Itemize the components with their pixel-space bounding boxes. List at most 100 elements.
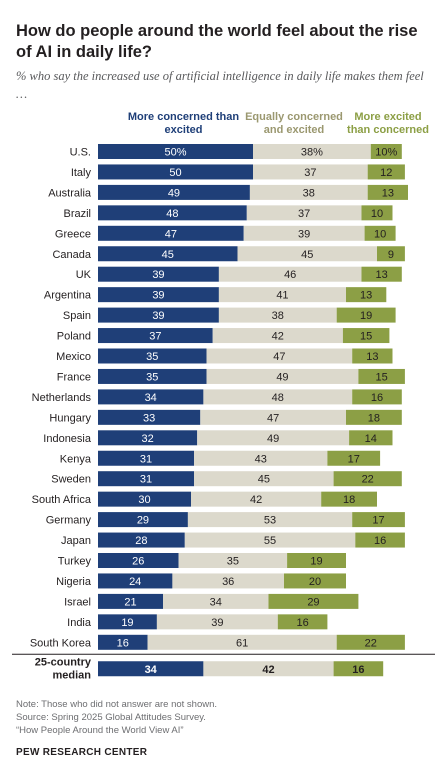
bar-equally [163,593,269,609]
bar-equally [243,225,365,241]
bar-value-label: 20 [309,576,321,588]
bar-value-label: 42 [272,331,284,343]
bar-concerned [98,553,179,568]
category-label: Netherlands [32,392,92,404]
bar-excited [361,266,402,282]
median-label: 25-country [35,656,92,668]
bar-equally [156,614,278,630]
bar-value-label: 47 [165,228,177,240]
category-label: Kenya [60,453,92,465]
category-label: Poland [57,331,91,343]
bar-excited [333,471,402,487]
bar-excited [268,593,359,609]
bar-equally [253,144,371,159]
bar-concerned [98,532,185,548]
bar-value-label: 12 [380,167,392,179]
category-label: UK [76,269,92,281]
bar-value-label: 22 [365,637,377,649]
bar-equally [212,328,343,344]
bar-value-label: 48 [166,208,178,220]
pew-logo-text: PEW RESEARCH CENTER [16,747,148,758]
bar-excited [361,205,393,221]
bar-value-label: 39 [152,290,164,302]
bar-value-label: 43 [255,453,267,465]
bar-excited [321,491,377,507]
bar-value-label: 15 [360,331,372,343]
bar-equally [206,368,359,384]
median-value-label: 34 [145,664,158,676]
bar-equally [249,184,368,200]
bar-concerned [98,328,213,344]
bar-value-label: 39 [298,228,310,240]
bar-value-label: 37 [298,208,310,220]
bar-value-label: 17 [372,515,384,527]
bar-equally [197,430,350,446]
bar-value-label: 50% [164,147,186,159]
category-label: Spain [63,310,91,322]
bar-excited [370,144,402,159]
category-label: Brazil [63,208,91,220]
bar-value-label: 19 [310,556,322,568]
bar-excited [277,614,328,630]
bar-concerned [98,368,207,384]
bar-concerned [98,184,250,200]
bar-value-label: 48 [272,392,284,404]
bar-value-label: 35 [146,371,158,383]
bar-excited [352,348,393,364]
bar-value-label: 19 [360,310,372,322]
bar-equally [172,573,284,589]
bar-value-label: 34 [210,596,222,608]
bar-value-label: 32 [141,433,153,445]
legend-equally: Equally concerned and excited [245,111,343,136]
bar-value-label: 42 [250,494,262,506]
bar-excited [352,389,402,405]
bar-equally [147,634,337,650]
bar-concerned [98,471,195,487]
bar-equally [184,532,356,548]
bar-excited [367,184,408,200]
bar-value-label: 35 [146,351,158,363]
bar-value-label: 55 [264,535,276,547]
bar-equally [206,348,353,364]
bar-value-label: 13 [360,290,372,302]
median-bar-concerned [98,661,204,677]
bar-value-label: 15 [376,371,388,383]
bar-concerned [98,266,219,282]
bar-value-label: 16 [371,392,383,404]
bar-value-label: 53 [264,515,276,527]
bar-value-label: 21 [124,596,136,608]
bar-value-label: 26 [132,556,144,568]
category-label: Germany [46,515,92,527]
bar-value-label: 61 [236,637,248,649]
bar-value-label: 47 [273,351,285,363]
bar-concerned [98,593,164,609]
bar-value-label: 45 [301,249,313,261]
bar-value-label: 38 [272,310,284,322]
legend-more-excited: More excited than concerned [347,111,429,136]
median-value-label: 16 [352,664,364,676]
bar-concerned [98,614,157,630]
bar-excited [355,532,405,548]
bar-value-label: 47 [267,412,279,424]
category-label: Japan [61,535,91,547]
bar-value-label: 33 [143,412,155,424]
bar-equally [218,287,346,303]
bar-excited [342,328,390,344]
bar-concerned [98,573,173,589]
bar-excited [336,307,396,323]
category-label: U.S. [70,147,91,159]
bar-value-label: 50 [169,167,181,179]
bar-value-label: 38 [303,187,315,199]
category-label: Hungary [49,412,91,424]
bar-excited [349,430,393,446]
bar-value-label: 49 [168,187,180,199]
note-line: Note: Those who did not answer are not s… [16,699,218,710]
bar-value-label: 29 [307,596,319,608]
bar-concerned [98,389,204,405]
category-label: Italy [71,167,92,179]
bar-value-label: 29 [137,515,149,527]
bar-value-label: 39 [152,269,164,281]
bar-concerned [98,287,219,303]
bar-value-label: 49 [267,433,279,445]
bar-value-label: 22 [362,474,374,486]
